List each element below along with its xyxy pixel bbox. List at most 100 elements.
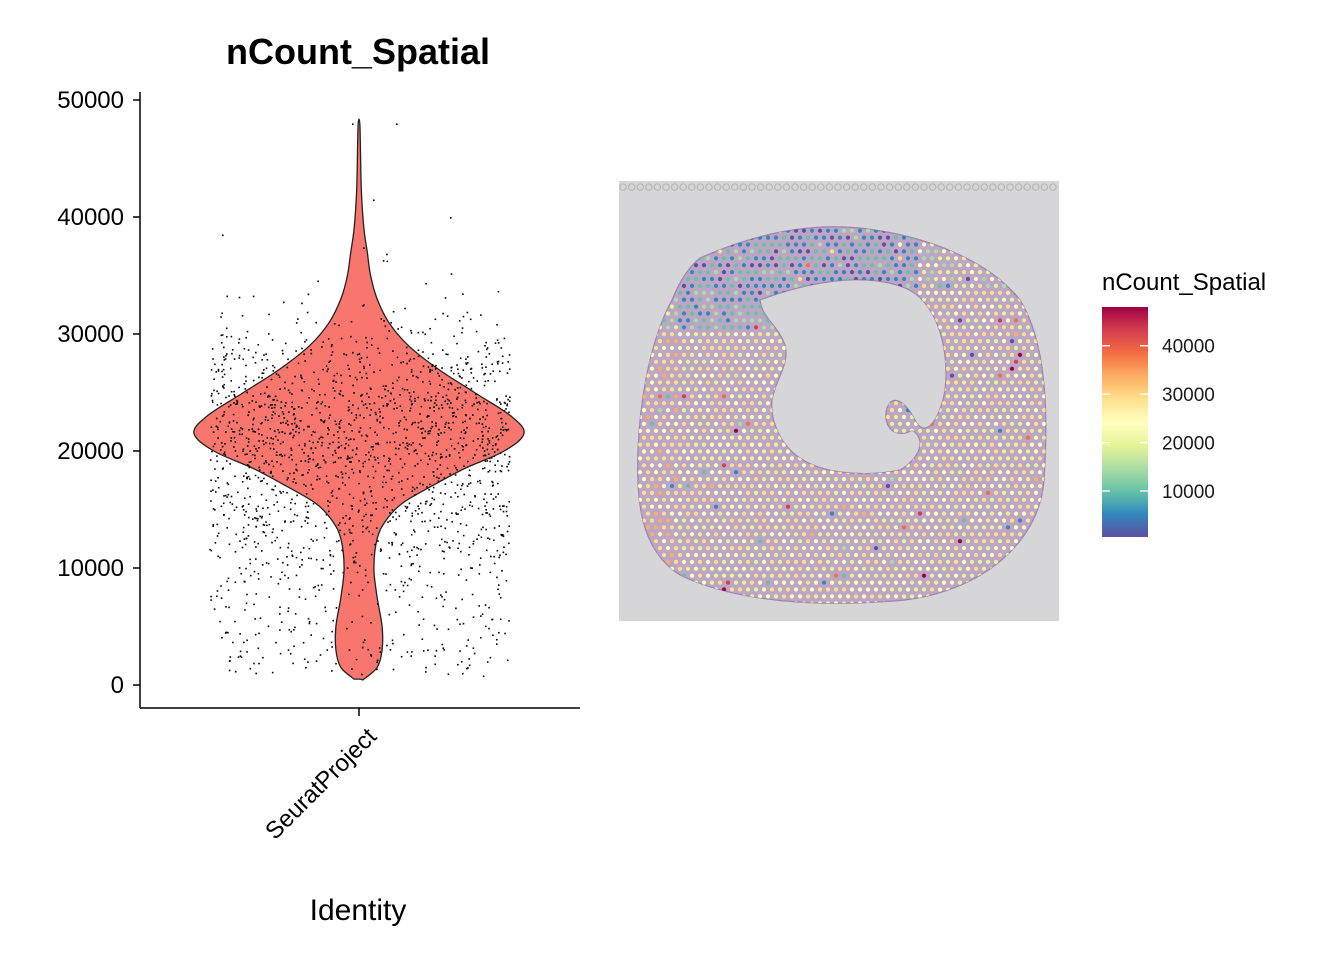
data-point [349,517,351,519]
data-point [450,273,453,275]
spatial-spot [813,263,819,268]
data-point [328,429,330,431]
data-point [312,430,314,433]
data-point [416,452,418,455]
spatial-spot [945,518,951,523]
spatial-spot [957,566,963,571]
spatial-spot [737,490,743,495]
data-point [508,400,511,402]
fiducial-spot [748,183,756,191]
spatial-spot [997,525,1003,530]
data-point [424,520,426,523]
spatial-spot [865,532,871,537]
data-point [364,504,366,506]
spatial-spot [713,325,719,330]
data-point [335,662,337,665]
data-point [368,485,371,488]
spatial-spot [881,573,887,578]
data-point [395,518,398,521]
data-point [457,547,459,550]
data-point [341,476,344,479]
data-point [340,444,343,447]
spatial-spot [1013,359,1019,364]
spatial-spot [877,249,883,254]
spatial-spot [781,345,787,351]
spatial-spot [753,546,759,551]
data-point [265,461,268,464]
spatial-spot [845,580,851,585]
spatial-spot [981,332,987,337]
spatial-spot [1021,456,1027,461]
data-point [456,387,459,389]
spatial-spot [933,456,939,461]
data-point [488,440,491,442]
data-point [451,407,454,409]
data-point [347,364,349,367]
data-point [257,344,260,346]
spatial-spot [993,559,999,565]
spatial-spot [1001,490,1007,495]
data-point [386,253,388,256]
data-point [275,494,277,497]
spatial-spot [989,304,995,309]
fiducial-spot [636,183,645,191]
spatial-spot [773,249,779,254]
spatial-spot [693,276,699,282]
spatial-spot [1025,394,1031,399]
data-point [406,506,409,508]
spatial-spot [925,276,931,282]
data-point [458,320,461,322]
spatial-spot [833,242,839,247]
spatial-spot [969,463,975,468]
data-point [322,341,324,343]
spatial-spot [977,394,983,399]
data-point [219,556,221,559]
data-point [443,431,446,434]
spatial-spot [705,325,711,330]
spatial-spot [957,276,963,282]
spatial-spot [673,518,679,523]
data-point [353,392,355,394]
spatial-spot [877,263,883,268]
spatial-spot [837,235,843,240]
spatial-spot [805,511,811,516]
data-point [392,387,394,389]
spatial-spot [657,546,663,551]
spatial-spot [705,504,711,509]
spatial-spot [1021,318,1027,323]
data-point [465,444,468,446]
data-point [362,641,365,644]
data-point [328,361,330,363]
spatial-spot [1005,318,1011,323]
data-point [324,521,326,524]
data-point [249,667,252,670]
spatial-spot [809,490,815,495]
data-point [279,463,282,466]
spatial-spot [669,525,675,530]
data-point [267,394,270,397]
data-point [247,535,250,537]
spatial-spot [761,352,767,357]
data-point [369,490,372,493]
spatial-spot [889,270,895,275]
data-point [468,504,471,507]
data-point [406,442,408,445]
data-point [386,260,389,263]
data-point [312,488,314,490]
spatial-spot [789,276,795,282]
data-point [388,613,391,616]
data-point [378,352,381,354]
spatial-spot [685,525,691,530]
spatial-spot [673,366,679,371]
spatial-spot [985,311,991,316]
data-point [508,525,510,528]
data-point [316,539,318,541]
data-point [422,427,424,430]
spatial-spot [789,566,795,571]
data-point [217,477,219,479]
data-point [449,382,452,384]
data-point [301,407,303,409]
spatial-spot [989,373,995,378]
spatial-spot [793,490,799,495]
spatial-spot [941,414,947,420]
